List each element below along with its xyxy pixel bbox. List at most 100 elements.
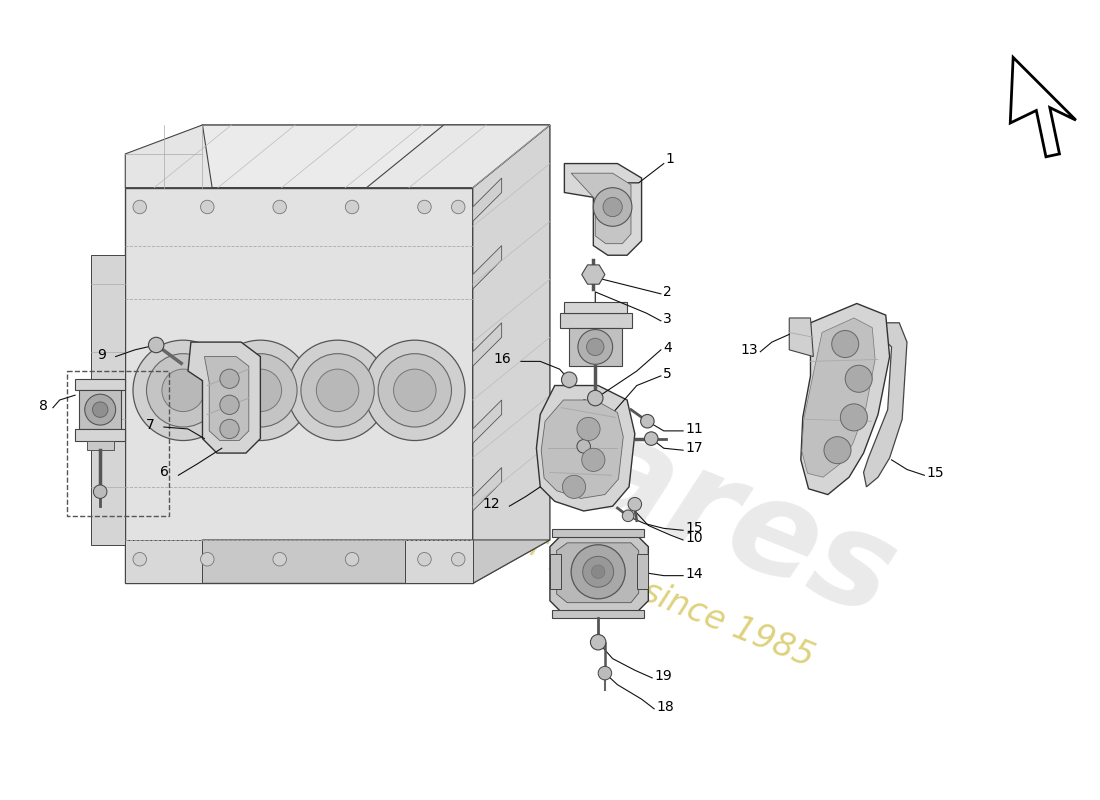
Polygon shape	[537, 386, 635, 511]
Polygon shape	[366, 125, 550, 188]
Polygon shape	[564, 302, 627, 313]
Polygon shape	[557, 543, 639, 602]
Text: 3: 3	[663, 312, 672, 326]
Text: 8: 8	[40, 398, 48, 413]
Circle shape	[628, 498, 641, 511]
Circle shape	[239, 369, 282, 411]
Polygon shape	[582, 265, 605, 284]
Text: eurospares: eurospares	[91, 214, 912, 644]
Polygon shape	[801, 303, 890, 494]
Circle shape	[220, 419, 239, 438]
Text: 16: 16	[494, 353, 512, 366]
Circle shape	[587, 390, 603, 406]
Circle shape	[583, 556, 614, 587]
Text: 2: 2	[663, 285, 672, 299]
Circle shape	[586, 338, 604, 356]
Polygon shape	[125, 188, 473, 583]
Circle shape	[220, 369, 239, 389]
Polygon shape	[87, 441, 113, 450]
Circle shape	[576, 439, 591, 453]
Circle shape	[287, 340, 388, 441]
Circle shape	[418, 553, 431, 566]
Circle shape	[592, 565, 605, 578]
Polygon shape	[789, 318, 813, 357]
Circle shape	[571, 545, 625, 599]
Polygon shape	[473, 125, 550, 583]
Circle shape	[640, 414, 654, 428]
Circle shape	[133, 340, 233, 441]
Text: 1: 1	[666, 152, 674, 166]
Circle shape	[394, 369, 436, 411]
Circle shape	[200, 200, 214, 214]
Text: 11: 11	[685, 422, 703, 436]
Circle shape	[345, 200, 359, 214]
Bar	[67, 371, 168, 516]
Circle shape	[94, 485, 107, 498]
Text: 18: 18	[656, 700, 674, 714]
Polygon shape	[125, 125, 212, 188]
Circle shape	[840, 404, 868, 431]
Polygon shape	[802, 318, 876, 478]
Polygon shape	[560, 313, 631, 328]
Polygon shape	[550, 535, 648, 612]
Circle shape	[223, 354, 297, 427]
Text: 13: 13	[740, 343, 758, 357]
Text: 15: 15	[685, 522, 703, 535]
Text: 19: 19	[654, 669, 672, 683]
Circle shape	[301, 354, 374, 427]
Polygon shape	[75, 429, 125, 441]
Polygon shape	[864, 322, 907, 487]
Circle shape	[273, 200, 286, 214]
Circle shape	[133, 553, 146, 566]
Polygon shape	[125, 540, 550, 583]
Polygon shape	[473, 400, 502, 443]
Circle shape	[220, 395, 239, 414]
Circle shape	[378, 354, 451, 427]
Circle shape	[210, 340, 310, 441]
Text: 17: 17	[685, 442, 703, 455]
Polygon shape	[188, 342, 261, 453]
Polygon shape	[569, 328, 623, 366]
Text: 7: 7	[145, 418, 154, 432]
Circle shape	[645, 432, 658, 446]
Circle shape	[561, 372, 576, 387]
Circle shape	[273, 553, 286, 566]
Text: 4: 4	[663, 341, 672, 355]
Text: 6: 6	[160, 466, 168, 479]
Circle shape	[133, 200, 146, 214]
Text: a passion for parts since 1985: a passion for parts since 1985	[339, 454, 818, 674]
Circle shape	[317, 369, 359, 411]
Circle shape	[578, 330, 613, 364]
Circle shape	[591, 634, 606, 650]
Circle shape	[162, 369, 205, 411]
Circle shape	[598, 666, 612, 680]
Circle shape	[576, 418, 601, 441]
Polygon shape	[205, 357, 249, 441]
Circle shape	[92, 402, 108, 418]
Polygon shape	[637, 554, 648, 589]
Polygon shape	[571, 174, 631, 244]
Circle shape	[832, 330, 859, 358]
Circle shape	[824, 437, 851, 464]
Polygon shape	[552, 530, 645, 537]
Circle shape	[85, 394, 116, 425]
Polygon shape	[1010, 58, 1076, 157]
Polygon shape	[552, 610, 645, 618]
Polygon shape	[125, 540, 202, 583]
Circle shape	[364, 340, 465, 441]
Circle shape	[146, 354, 220, 427]
Text: 5: 5	[663, 367, 672, 381]
Text: 10: 10	[685, 531, 703, 545]
Polygon shape	[473, 322, 502, 366]
Circle shape	[582, 448, 605, 471]
Circle shape	[418, 200, 431, 214]
Circle shape	[562, 475, 585, 498]
Circle shape	[148, 338, 164, 353]
Polygon shape	[91, 255, 125, 545]
Text: 12: 12	[482, 498, 499, 511]
Circle shape	[623, 510, 634, 522]
Polygon shape	[75, 378, 125, 390]
Text: 14: 14	[685, 566, 703, 581]
Text: 9: 9	[97, 348, 106, 362]
Polygon shape	[125, 125, 550, 188]
